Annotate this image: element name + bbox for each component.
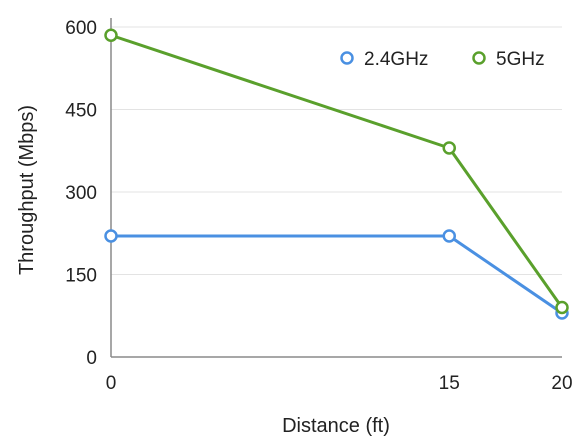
legend-item: 2.4GHz <box>340 49 428 70</box>
y-tick-labels: 0 150 300 450 600 <box>65 18 97 369</box>
series-5GHz <box>104 28 569 315</box>
y-axis-title: Throughput (Mbps) <box>16 105 38 275</box>
y-tick-label: 300 <box>65 183 97 204</box>
y-tick-label: 150 <box>65 266 97 287</box>
y-tick-label: 450 <box>65 101 97 122</box>
legend-marker <box>472 51 486 65</box>
legend-label: 2.4GHz <box>364 49 428 70</box>
legend-item: 5GHz <box>472 49 545 70</box>
legend: 2.4GHz 5GHz <box>340 49 545 70</box>
x-tick-label: 15 <box>439 373 460 394</box>
y-tick-label: 600 <box>65 18 97 39</box>
legend-label: 5GHz <box>496 49 545 70</box>
data-point <box>442 141 456 155</box>
data-point <box>442 229 456 243</box>
series-group <box>104 28 569 320</box>
legend-marker <box>340 51 354 65</box>
x-tick-label: 20 <box>551 373 572 394</box>
x-tick-label: 0 <box>106 373 117 394</box>
x-tick-labels: 0 15 20 <box>106 373 573 394</box>
data-point <box>555 300 569 315</box>
data-point <box>104 28 118 42</box>
y-tick-label: 0 <box>86 348 97 369</box>
x-axis-title: Distance (ft) <box>282 415 390 437</box>
data-point <box>104 229 118 243</box>
